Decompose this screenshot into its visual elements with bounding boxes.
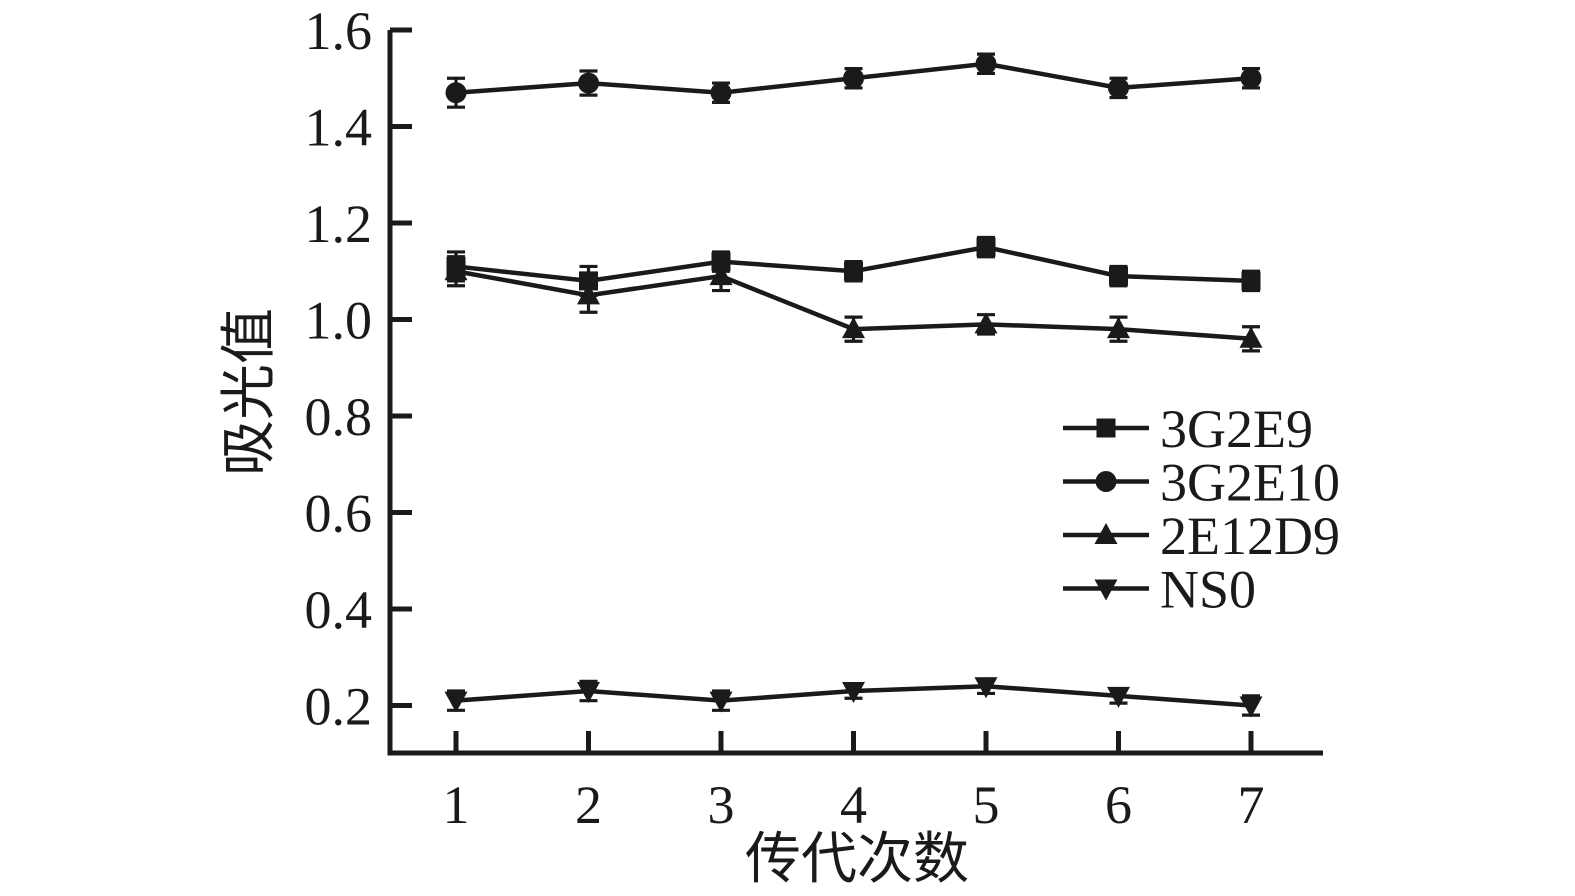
series-2E12D9 (444, 255, 1263, 353)
y-tick-label: 0.8 (305, 387, 373, 447)
legend-marker-triangle-down (1094, 579, 1118, 601)
data-point-marker (1109, 266, 1128, 286)
legend-item-2E12D9: 2E12D9 (1063, 506, 1340, 566)
data-point-marker (974, 312, 998, 334)
legend-marker-circle (1095, 471, 1117, 492)
data-point-marker (578, 72, 599, 94)
x-tick-label: 1 (443, 775, 470, 835)
data-point-marker (709, 264, 733, 286)
y-tick-label: 1.6 (305, 1, 373, 61)
data-point-marker (975, 53, 997, 75)
series-NS0 (444, 677, 1263, 718)
legend-label: 3G2E10 (1160, 453, 1340, 513)
data-point-marker (974, 677, 998, 699)
data-point-marker (1239, 326, 1263, 348)
y-tick-label: 1.4 (305, 98, 373, 158)
x-tick-label: 7 (1238, 775, 1265, 835)
data-point-marker (843, 67, 864, 89)
data-point-marker (842, 317, 865, 339)
legend-item-3G2E9: 3G2E9 (1063, 399, 1313, 459)
data-point-marker (844, 261, 863, 281)
data-point-marker (842, 682, 865, 704)
y-tick-label: 1.0 (305, 291, 373, 351)
legend-item-3G2E10: 3G2E10 (1063, 453, 1340, 513)
plot-area: 0.2 0.4 0.6 0.8 1.0 1.2 1.4 1.6 1 2 3 4 5 6 7 (305, 1, 1323, 835)
legend-marker-square (1096, 418, 1116, 438)
x-axis-title: 传代次数 (745, 829, 969, 891)
data-point-marker (976, 237, 996, 257)
data-point-marker (709, 691, 733, 713)
x-tick-label: 2 (575, 775, 602, 835)
data-point-marker (445, 82, 467, 104)
y-tick-label: 0.2 (305, 677, 373, 737)
x-tick-label: 6 (1105, 775, 1132, 835)
series-3G2E10 (445, 52, 1262, 109)
legend-label: 3G2E9 (1160, 399, 1313, 459)
legend-item-NS0: NS0 (1063, 560, 1256, 620)
legend-label: NS0 (1160, 560, 1256, 620)
data-point-marker (444, 259, 468, 281)
x-tick-label: 5 (973, 775, 1000, 835)
x-tick-label: 4 (840, 775, 867, 835)
data-point-marker (1107, 317, 1130, 339)
y-tick-label: 0.6 (305, 484, 373, 544)
series-3G2E9 (446, 235, 1261, 297)
data-point-marker (577, 682, 600, 704)
data-point-marker (1241, 271, 1261, 291)
data-point-marker (1107, 686, 1130, 708)
y-tick-label: 0.4 (305, 580, 373, 640)
y-axis-title: 吸光值 (219, 308, 281, 476)
legend-label: 2E12D9 (1160, 506, 1340, 566)
data-point-marker (444, 691, 468, 713)
data-point-marker (1240, 67, 1262, 89)
data-point-marker (1108, 77, 1129, 99)
x-tick-label: 3 (708, 775, 735, 835)
y-tick-label: 1.2 (305, 194, 373, 254)
data-point-marker (577, 283, 600, 305)
data-point-marker (710, 82, 732, 104)
data-point-marker (1239, 696, 1263, 718)
legend-marker-triangle-up (1094, 523, 1118, 544)
